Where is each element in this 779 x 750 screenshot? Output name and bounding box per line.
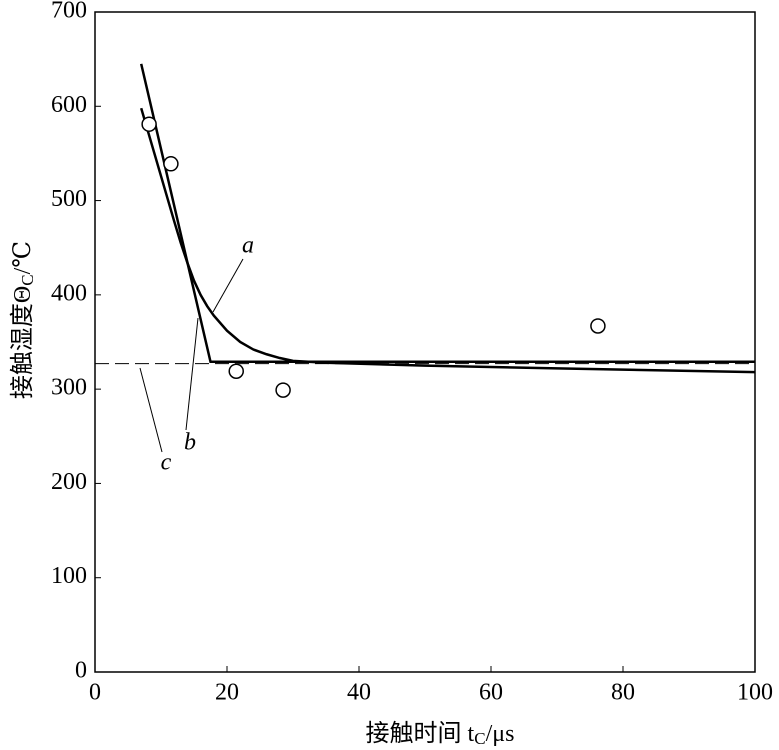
series-line: [139, 107, 756, 374]
x-tick-label: 20: [215, 680, 239, 706]
data-point: [163, 156, 179, 172]
data-point: [590, 318, 606, 334]
y-tick-label: 600: [51, 92, 87, 118]
leader-line: [139, 367, 163, 453]
leader-line: [185, 317, 199, 431]
y-tick-label: 0: [75, 658, 87, 684]
y-tick-label: 300: [51, 375, 87, 401]
data-point: [228, 363, 244, 379]
y-label-unit: /℃: [10, 241, 36, 275]
y-tick-label: 500: [51, 186, 87, 212]
series-label: b: [184, 430, 196, 456]
x-tick-label: 60: [479, 680, 503, 706]
x-tick-label: 0: [89, 680, 101, 706]
x-axis-label: 接触时间 tC/μs: [366, 720, 515, 748]
plot-frame: [94, 11, 756, 673]
x-tick-label: 40: [347, 680, 371, 706]
x-tick-label: 80: [611, 680, 635, 706]
x-label-sub: C: [474, 729, 485, 748]
series-line: [139, 63, 755, 364]
y-axis-label: 接触湿度ΘC/℃: [9, 241, 37, 399]
series-label: c: [161, 450, 172, 476]
data-point: [275, 382, 291, 398]
y-label-sub: C: [18, 274, 37, 285]
y-tick-label: 200: [51, 469, 87, 495]
data-point: [141, 116, 157, 132]
x-label-unit: /μs: [486, 721, 515, 747]
y-tick-label: 100: [51, 563, 87, 589]
y-tick-label: 400: [51, 280, 87, 306]
y-label-main: 接触湿度Θ: [9, 286, 36, 399]
x-tick-label: 100: [737, 680, 773, 706]
leader-line: [212, 258, 244, 313]
series-label: a: [242, 233, 254, 259]
x-label-main: 接触时间 t: [366, 720, 475, 747]
y-tick-label: 700: [51, 0, 87, 24]
